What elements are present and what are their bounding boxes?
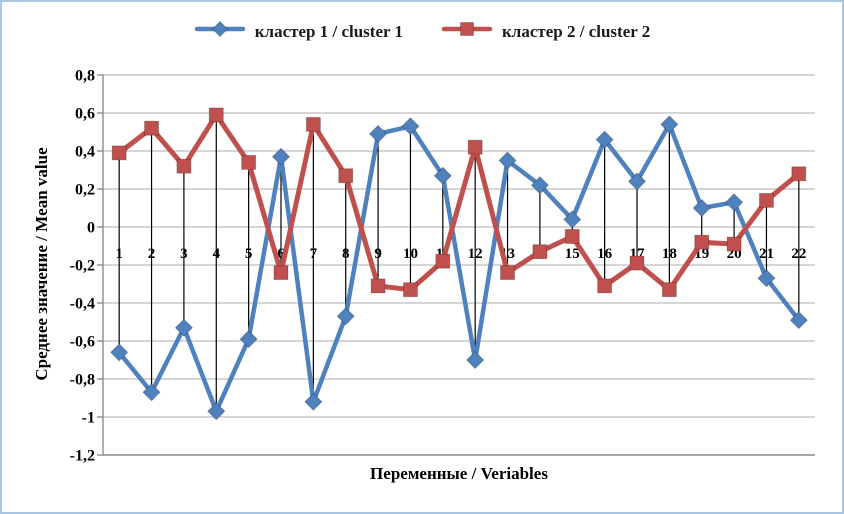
- data-point-square: [629, 255, 645, 271]
- data-point-diamond: [401, 117, 420, 136]
- data-point-square: [273, 265, 289, 281]
- data-point-square: [532, 244, 548, 260]
- data-point-diamond: [465, 350, 485, 370]
- x-category-label: 7: [310, 246, 318, 262]
- y-axis-title: Среднее значение / Mean value: [32, 147, 51, 381]
- data-point-diamond: [498, 151, 517, 170]
- data-point-diamond: [109, 343, 129, 362]
- x-category-label: 2: [148, 246, 156, 262]
- y-tick-label: 0,8: [75, 68, 95, 85]
- data-point-square: [661, 282, 677, 298]
- data-point-diamond: [336, 307, 355, 326]
- series-cluster-1: [109, 115, 809, 421]
- x-category-label: 15: [565, 246, 580, 262]
- x-category-label: 10: [403, 246, 418, 262]
- data-point-square: [176, 158, 192, 174]
- data-point-diamond: [271, 147, 291, 166]
- y-tick-labels: 0,8 0,6 0,4 0,2 0 -0,2 -0,4 -0,6 -0,8 -1 -1,2: [70, 68, 104, 465]
- data-point-diamond: [627, 172, 647, 191]
- data-point-diamond: [142, 383, 161, 402]
- data-point-square: [144, 120, 160, 136]
- data-point-diamond: [530, 175, 550, 195]
- data-point-square: [370, 278, 386, 294]
- series-cluster-2: [111, 107, 807, 298]
- data-point-square: [597, 278, 613, 294]
- y-tick-label: -0,2: [70, 258, 95, 275]
- data-point-square: [338, 168, 354, 184]
- x-category-label: 8: [342, 246, 350, 262]
- y-tick-label: -0,6: [70, 334, 95, 351]
- y-tick-label: 0,2: [75, 182, 95, 199]
- data-point-square: [111, 145, 127, 161]
- data-point-diamond: [207, 402, 226, 421]
- y-tick-label: -1,2: [70, 448, 95, 465]
- y-tick-label: 0,6: [75, 106, 95, 123]
- data-point-square: [435, 253, 451, 269]
- x-axis-title: Переменные / Veriables: [370, 464, 548, 483]
- data-point-diamond: [724, 193, 744, 212]
- data-point-diamond: [563, 210, 582, 229]
- y-tick-label: -0,8: [70, 372, 95, 389]
- x-category-label: 1: [115, 246, 123, 262]
- data-point-square: [564, 229, 580, 244]
- y-tick-label: -1: [82, 410, 95, 427]
- data-point-diamond: [368, 124, 388, 144]
- data-point-square: [305, 116, 321, 132]
- data-point-square: [402, 282, 418, 298]
- x-category-label: 16: [597, 246, 613, 262]
- data-point-square: [758, 192, 774, 208]
- x-category-label: 3: [180, 246, 188, 262]
- data-point-square: [500, 265, 516, 281]
- data-point-square: [726, 236, 742, 252]
- axes: [102, 75, 815, 456]
- data-point-square: [467, 139, 483, 155]
- data-point-diamond: [304, 392, 323, 412]
- x-category-label: 9: [374, 246, 382, 262]
- data-point-diamond: [595, 130, 614, 149]
- data-point-diamond: [692, 198, 711, 218]
- data-point-square: [241, 154, 257, 170]
- data-point-diamond: [239, 329, 258, 349]
- data-point-diamond: [789, 310, 809, 330]
- x-category-label: 21: [759, 246, 774, 262]
- x-category-label: 6: [277, 246, 285, 262]
- data-point-square: [208, 107, 224, 123]
- data-point-square: [694, 234, 710, 250]
- data-point-diamond: [757, 269, 776, 288]
- data-point-square: [791, 166, 807, 182]
- data-point-diamond: [433, 166, 453, 185]
- y-tick-label: 0: [87, 220, 95, 237]
- data-point-diamond: [174, 318, 194, 337]
- x-category-label: 18: [662, 246, 677, 262]
- x-category-label: 4: [213, 246, 221, 262]
- x-category-label: 5: [245, 246, 253, 262]
- data-point-diamond: [660, 115, 679, 134]
- y-tick-label: 0,4: [75, 144, 95, 161]
- x-category-label: 22: [791, 246, 806, 262]
- y-tick-label: -0,4: [70, 296, 95, 313]
- x-category-label: 12: [468, 246, 483, 262]
